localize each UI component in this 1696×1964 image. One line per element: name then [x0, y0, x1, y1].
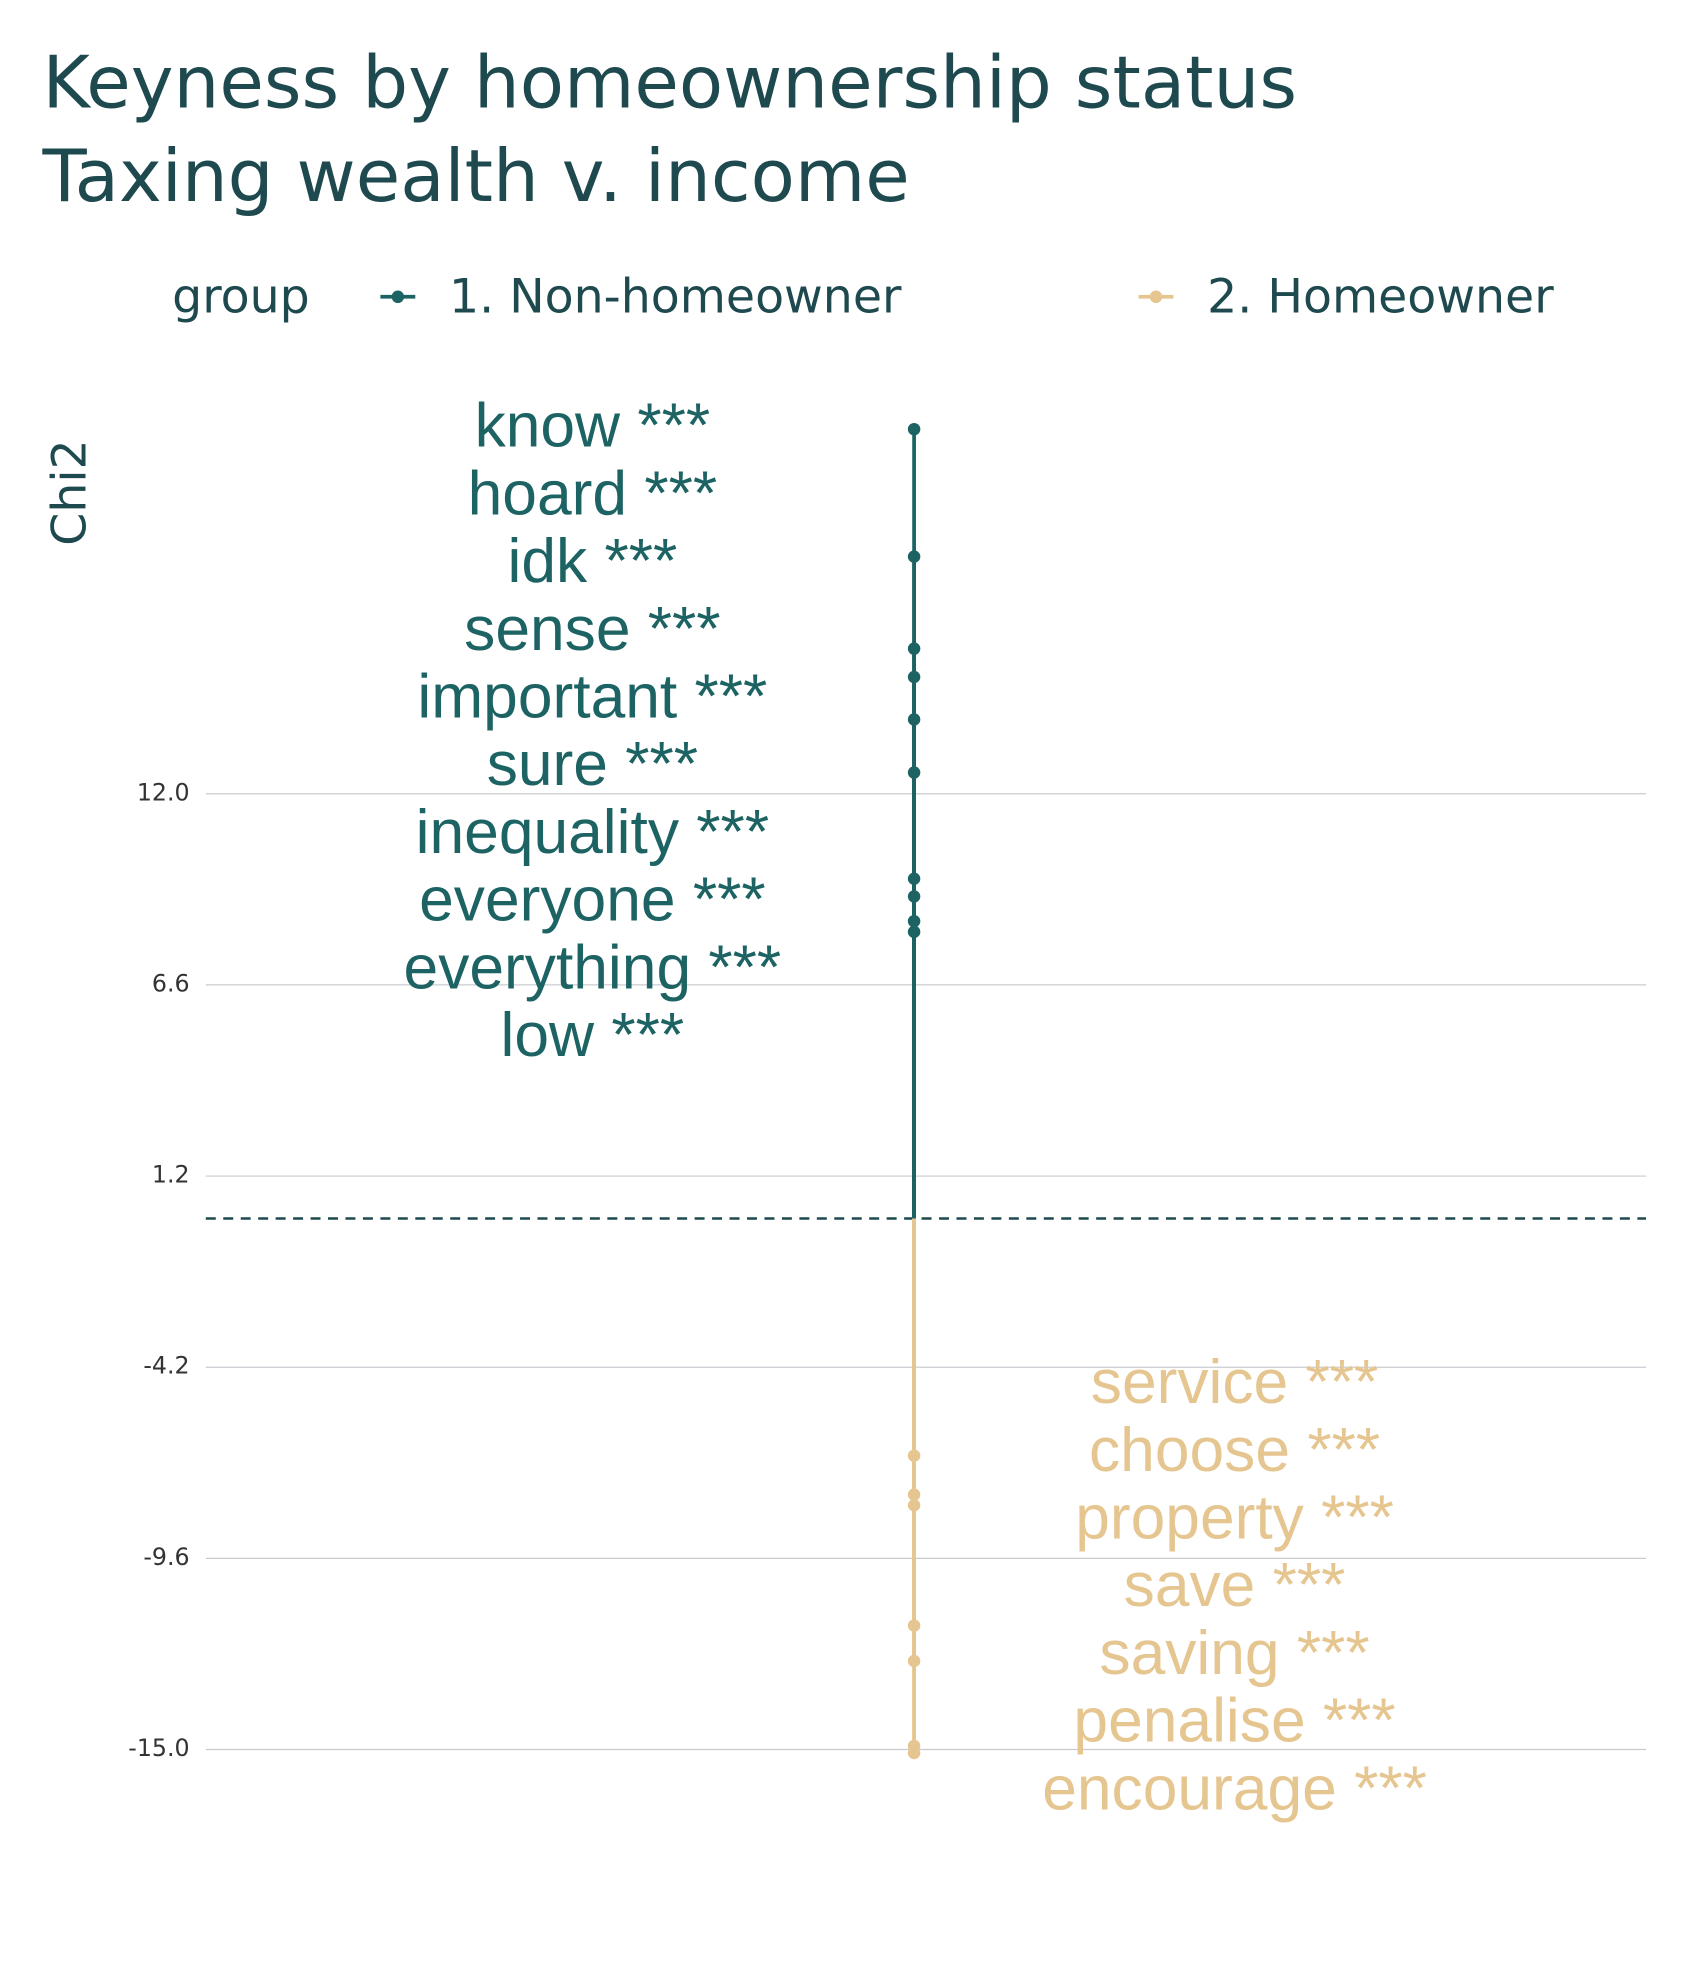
word-label: everything ***: [404, 933, 782, 1002]
point: [907, 1746, 921, 1760]
word-label: choose ***: [1089, 1416, 1380, 1485]
chart-title: Keyness by homeownership status: [42, 41, 1297, 125]
word-label: idk ***: [507, 527, 677, 596]
word-label: save ***: [1124, 1551, 1346, 1620]
legend-swatch: [1149, 290, 1163, 304]
word-label: low ***: [501, 1001, 685, 1070]
point: [907, 550, 921, 563]
word-label: everyone ***: [419, 866, 765, 935]
y-axis-label: Chi2: [42, 439, 97, 545]
y-tick-label: 12.0: [137, 778, 190, 806]
point: [907, 766, 921, 779]
point: [907, 1499, 921, 1512]
point: [907, 1654, 921, 1668]
legend-label: 1. Non-homeowner: [449, 269, 902, 324]
y-tick-label: 1.2: [152, 1161, 190, 1189]
y-tick-label: 6.6: [152, 969, 190, 997]
word-label: property ***: [1075, 1484, 1394, 1553]
legend-label: 2. Homeowner: [1207, 269, 1554, 324]
word-label: sure ***: [487, 730, 698, 799]
y-tick-label: -9.6: [143, 1543, 189, 1571]
legend-swatch: [391, 290, 405, 304]
point: [907, 642, 921, 655]
y-tick-label: -4.2: [143, 1352, 189, 1380]
word-label: hoard ***: [468, 459, 718, 528]
point: [907, 1488, 921, 1501]
point: [907, 890, 921, 903]
word-label: know ***: [475, 392, 711, 461]
chart-title: Taxing wealth v. income: [41, 135, 909, 219]
point: [907, 670, 921, 684]
word-label: sense ***: [464, 595, 720, 664]
point: [907, 1619, 921, 1632]
point: [907, 1449, 921, 1462]
word-label: saving ***: [1099, 1619, 1369, 1688]
point: [907, 925, 921, 939]
point: [907, 422, 921, 436]
y-tick-label: -15.0: [128, 1734, 189, 1762]
point: [907, 914, 921, 928]
word-label: important ***: [417, 663, 767, 732]
word-label: encourage ***: [1042, 1754, 1427, 1823]
legend-title: group: [172, 269, 310, 324]
point: [907, 713, 921, 726]
word-label: inequality ***: [416, 798, 769, 867]
point: [907, 872, 921, 885]
word-label: service ***: [1091, 1348, 1379, 1417]
word-label: penalise ***: [1073, 1687, 1395, 1756]
